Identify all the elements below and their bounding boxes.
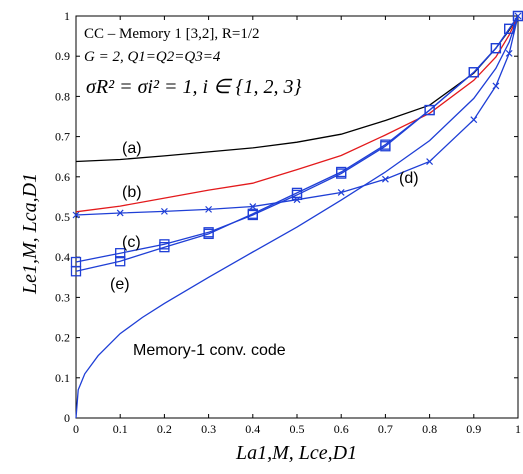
x-tick-label: 0.2 bbox=[157, 422, 172, 436]
x-tick-label: 1 bbox=[515, 422, 521, 436]
x-marker bbox=[160, 207, 168, 215]
x-tick-label: 0.9 bbox=[466, 422, 481, 436]
y-tick-label: 0.5 bbox=[55, 210, 70, 224]
x-tick-label: 0.8 bbox=[422, 422, 437, 436]
title-line-2: G = 2, Q1=Q2=Q3=4 bbox=[84, 49, 221, 65]
square-marker bbox=[424, 104, 435, 116]
x-tick-label: 0.1 bbox=[113, 422, 128, 436]
square-marker bbox=[70, 266, 82, 277]
annotation-c: (c) bbox=[122, 234, 141, 251]
y-tick-label: 0.9 bbox=[55, 49, 70, 63]
square-marker bbox=[115, 256, 126, 267]
square-marker bbox=[291, 187, 303, 199]
x-tick-label: 0.6 bbox=[334, 422, 349, 436]
square-marker bbox=[115, 248, 126, 259]
x-marker bbox=[470, 116, 478, 124]
x-marker bbox=[72, 211, 80, 219]
annotation-a: (a) bbox=[122, 140, 142, 157]
x-marker bbox=[337, 189, 345, 196]
x-tick-label: 0.5 bbox=[290, 422, 305, 436]
square-marker bbox=[468, 67, 479, 78]
y-tick-label: 0.4 bbox=[55, 250, 70, 264]
x-tick-label: 0 bbox=[73, 422, 79, 436]
x-marker bbox=[205, 205, 213, 213]
y-tick-label: 0.6 bbox=[55, 170, 70, 184]
y-tick-label: 0.1 bbox=[55, 371, 70, 385]
y-axis-label: Le1,M, Lca,D1 bbox=[19, 173, 41, 295]
square-marker bbox=[247, 208, 258, 219]
y-tick-label: 0.2 bbox=[55, 331, 70, 345]
square-marker bbox=[203, 228, 214, 240]
x-axis-label: La1,M, Lce,D1 bbox=[235, 442, 357, 464]
square-marker bbox=[336, 166, 347, 178]
x-marker bbox=[492, 82, 500, 90]
annotation-memory1: Memory-1 conv. code bbox=[133, 342, 286, 359]
square-marker bbox=[380, 139, 391, 150]
x-marker bbox=[381, 175, 389, 183]
series-line-5 bbox=[75, 15, 519, 272]
y-tick-label: 0.3 bbox=[55, 290, 70, 304]
y-tick-label: 0.8 bbox=[55, 89, 70, 103]
x-marker bbox=[249, 203, 257, 210]
annotation-e: (e) bbox=[110, 276, 130, 293]
x-marker bbox=[116, 209, 124, 217]
square-marker bbox=[159, 241, 170, 253]
x-tick-label: 0.7 bbox=[378, 422, 393, 436]
y-tick-label: 0 bbox=[64, 411, 70, 425]
series-line-2 bbox=[75, 15, 519, 213]
title-line-3: σR² = σi² = 1, i ∈ {1, 2, 3} bbox=[86, 76, 301, 98]
title-line-1: CC – Memory 1 [3,2], R=1/2 bbox=[84, 26, 260, 42]
annotation-d: (d) bbox=[399, 170, 419, 187]
annotation-b: (b) bbox=[122, 184, 142, 201]
x-tick-label: 0.4 bbox=[245, 422, 260, 436]
x-marker bbox=[505, 49, 513, 57]
x-tick-label: 0.3 bbox=[201, 422, 216, 436]
y-tick-label: 0.7 bbox=[55, 130, 70, 144]
y-tick-label: 1 bbox=[64, 9, 70, 23]
series-line-6 bbox=[75, 15, 519, 419]
square-marker bbox=[490, 43, 502, 54]
series-layer bbox=[70, 10, 523, 419]
x-marker bbox=[426, 158, 434, 165]
axis-ticks: 0 0.1 0.2 0.3 0.4 0.5 0.6 0.7 0.8 0.9 1 0 0.1 0.2 0.3 0… bbox=[55, 9, 521, 436]
